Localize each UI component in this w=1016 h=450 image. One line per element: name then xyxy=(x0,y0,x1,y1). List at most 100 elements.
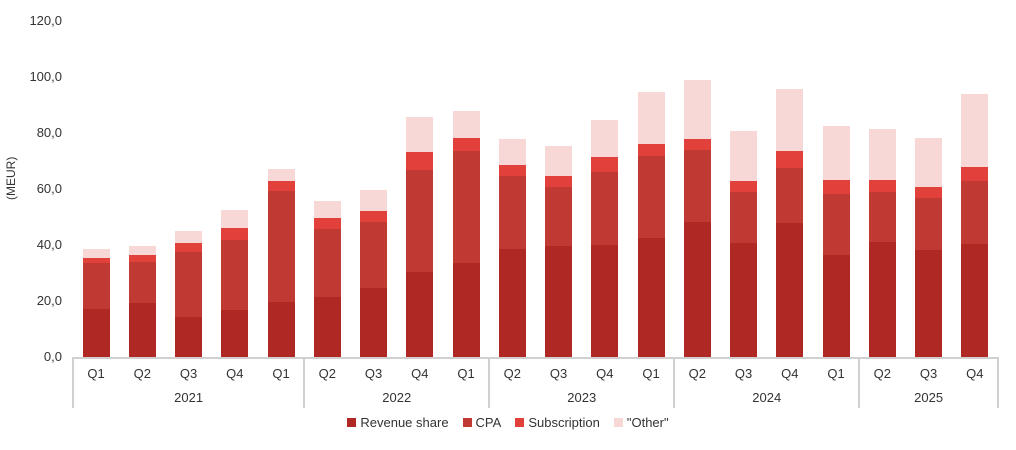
bar-segment xyxy=(683,221,711,357)
x-tick-label: Q1 xyxy=(827,366,845,381)
stacked-bar xyxy=(683,79,711,357)
bar-segment xyxy=(498,165,526,177)
stacked-bar xyxy=(128,245,156,357)
bar-segment xyxy=(730,130,758,182)
bar-segment xyxy=(545,245,573,357)
stacked-bar xyxy=(221,210,249,357)
legend-item: Subscription xyxy=(515,415,600,430)
legend-item: Revenue share xyxy=(347,415,449,430)
bar-segment xyxy=(591,157,619,173)
stacked-bar xyxy=(267,169,295,357)
stacked-bar xyxy=(868,129,896,357)
bar-segment xyxy=(591,244,619,357)
bar-segment xyxy=(406,272,434,357)
bar-segment xyxy=(360,210,388,222)
legend-item: "Other" xyxy=(613,415,669,430)
group-separator xyxy=(488,357,491,408)
bar-segment xyxy=(313,217,341,229)
x-tick-label: Q3 xyxy=(919,366,938,381)
bar-segment xyxy=(406,152,434,171)
bar-segment xyxy=(822,194,850,255)
y-tick-label: 120,0 xyxy=(29,13,62,28)
bar-segment xyxy=(730,181,758,192)
year-group-label: 2022 xyxy=(382,390,412,405)
bar-segment xyxy=(637,156,665,238)
bar-segment xyxy=(776,151,804,169)
group-separator xyxy=(72,357,74,408)
bar-segment xyxy=(915,138,943,188)
stacked-bar xyxy=(452,111,480,357)
bar-segment xyxy=(406,116,434,153)
year-group-label: 2021 xyxy=(174,390,204,405)
legend-label: "Other" xyxy=(626,415,669,430)
x-tick-label: Q4 xyxy=(226,366,244,381)
bar-segment xyxy=(313,297,341,357)
bar-segment xyxy=(822,180,850,195)
bar-segment xyxy=(175,251,203,318)
bar-segment xyxy=(683,79,711,140)
bar-segment xyxy=(915,197,943,250)
bar-segment xyxy=(961,93,989,168)
year-group-label: 2025 xyxy=(914,390,944,405)
y-axis-label: (MEUR) xyxy=(4,156,18,200)
bar-segment xyxy=(267,169,295,182)
bar-segment xyxy=(730,191,758,243)
bar-segment xyxy=(267,302,295,357)
stacked-bar xyxy=(730,130,758,357)
x-tick-label: Q1 xyxy=(642,366,660,381)
legend-label: Subscription xyxy=(528,415,600,430)
group-separator xyxy=(303,357,306,408)
bar-segment xyxy=(498,248,526,357)
group-separator xyxy=(673,357,676,408)
x-tick-label: Q3 xyxy=(179,366,198,381)
x-tick-label: Q2 xyxy=(873,366,891,381)
x-tick-label: Q1 xyxy=(87,366,105,381)
y-tick-label: 20,0 xyxy=(36,293,62,308)
stacked-bar xyxy=(545,146,573,357)
bar-segment xyxy=(360,190,388,211)
bar-segment xyxy=(868,129,896,181)
bar-segment xyxy=(591,119,619,158)
stacked-bar xyxy=(82,248,110,357)
legend-swatch-icon xyxy=(613,418,623,427)
bar-segment xyxy=(545,146,573,177)
bar-segment xyxy=(776,168,804,223)
bar-segment xyxy=(683,150,711,222)
x-tick-label: Q4 xyxy=(411,366,429,381)
stacked-bar xyxy=(175,230,203,357)
stacked-bar xyxy=(498,139,526,357)
x-tick-label: Q1 xyxy=(457,366,475,381)
bar-segment xyxy=(128,261,156,304)
legend-swatch-icon xyxy=(347,418,357,427)
legend-label: CPA xyxy=(475,415,502,430)
y-tick-label: 60,0 xyxy=(36,181,62,196)
bar-segment xyxy=(221,210,249,228)
bar-segment xyxy=(221,310,249,357)
bar-segment xyxy=(498,139,526,166)
bar-segment xyxy=(637,144,665,157)
bar-segment xyxy=(776,88,804,152)
bar-segment xyxy=(868,192,896,242)
bar-segment xyxy=(452,111,480,139)
bar-segment xyxy=(175,230,203,243)
bar-segment xyxy=(822,126,850,181)
bar-segment xyxy=(267,190,295,303)
bar-segment xyxy=(175,242,203,252)
bar-segment xyxy=(915,187,943,198)
bar-segment xyxy=(730,242,758,357)
bar-segment xyxy=(961,243,989,357)
bar-segment xyxy=(591,172,619,245)
x-tick-label: Q4 xyxy=(596,366,614,381)
bar-segment xyxy=(452,263,480,357)
bar-segment xyxy=(961,167,989,182)
bar-segment xyxy=(637,237,665,357)
bar-segment xyxy=(776,222,804,357)
bar-segment xyxy=(128,245,156,255)
bar-segment xyxy=(868,241,896,357)
y-tick-label: 80,0 xyxy=(36,125,62,140)
year-group-label: 2023 xyxy=(567,390,597,405)
bar-segment xyxy=(82,257,110,263)
x-tick-label: Q2 xyxy=(318,366,336,381)
bar-segment xyxy=(961,181,989,244)
